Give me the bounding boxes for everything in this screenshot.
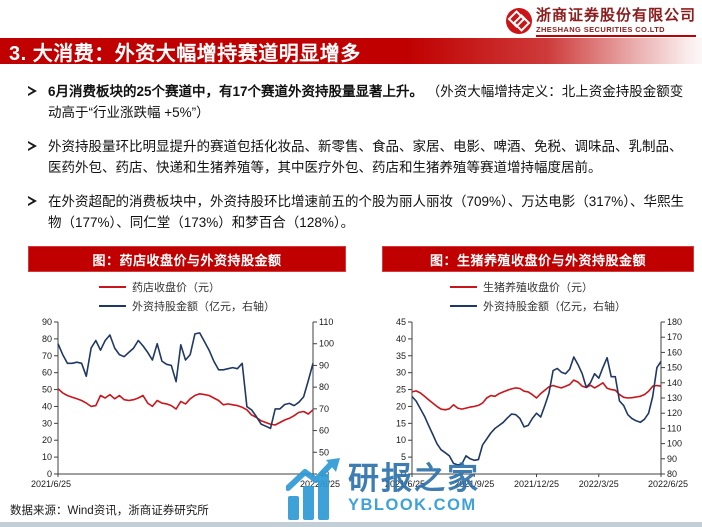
svg-text:70: 70: [319, 404, 329, 414]
legend-item: 外资持股金额（亿元，右轴）: [99, 298, 275, 314]
svg-text:2021/6/25: 2021/6/25: [385, 479, 425, 489]
watermark-site: YBLOOK.COM: [348, 496, 477, 514]
page-title-band: 3. 大消费：外资大幅增持赛道明显增多: [0, 38, 702, 65]
svg-text:10: 10: [42, 452, 52, 462]
legend-label: 外资持股金额（亿元，右轴）: [483, 301, 626, 313]
svg-text:2022/3/25: 2022/3/25: [579, 479, 619, 489]
charts-row: 图：药店收盘价与外资持股金额 药店收盘价（元） 外资持股金额（亿元，右轴） 0 10…: [28, 246, 694, 492]
legend-label: 外资持股金额（亿元，右轴）: [132, 301, 275, 313]
data-source-note: 数据来源：Wind资讯，浙商证券研究所: [10, 505, 209, 517]
svg-text:10: 10: [396, 435, 406, 445]
svg-text:15: 15: [396, 418, 406, 428]
svg-text:30: 30: [42, 418, 52, 428]
svg-text:120: 120: [667, 408, 682, 418]
chart-legend: 药店收盘价（元） 外资持股金额（亿元，右轴）: [99, 279, 275, 314]
svg-text:0: 0: [401, 469, 406, 479]
legend-item: 生猪养殖收盘价（元）: [450, 279, 626, 295]
legend-line-swatch: [99, 305, 126, 307]
svg-text:90: 90: [319, 360, 329, 370]
svg-text:35: 35: [396, 351, 406, 361]
svg-text:60: 60: [319, 426, 329, 436]
legend-item: 药店收盘价（元）: [99, 279, 275, 295]
bullet-text-normal: 在外资超配的消费板块中，外资持股环比增速前五的个股为丽人丽妆（709%）、万达电…: [48, 193, 685, 230]
arrow-bullet-icon: [28, 86, 48, 124]
bullet-list: 6月消费板块的25个赛道中，有17个赛道外资持股量显著上升。 （外资大幅增持定义…: [28, 82, 690, 247]
chart-legend: 生猪养殖收盘价（元） 外资持股金额（亿元，右轴）: [450, 279, 626, 314]
bullet-item: 外资持股量环比明显提升的赛道包括化妆品、新零售、食品、家居、电影、啤酒、免税、调…: [28, 137, 690, 179]
svg-text:100: 100: [667, 439, 682, 449]
svg-text:20: 20: [42, 435, 52, 445]
arrow-bullet-icon: [28, 195, 48, 234]
svg-text:2021/12/25: 2021/12/25: [514, 479, 559, 489]
watermark-name: 研报之家: [348, 461, 480, 496]
bullet-text-bold: 6月消费板块的25个赛道中，有17个赛道外资持股量显著上升。: [48, 84, 424, 99]
chart-canvas-pig-farming: 0 5 10 15 20 25 30 35 40 45 80 90 100 110 120 130 140 150…: [382, 316, 694, 492]
legend-item: 外资持股金额（亿元，右轴）: [450, 298, 626, 314]
page-title: 3. 大消费：外资大幅增持赛道明显增多: [9, 42, 361, 65]
svg-text:80: 80: [42, 334, 52, 344]
watermark-text-block: 研报之家 YBLOOK.COM: [348, 463, 480, 515]
svg-text:130: 130: [667, 393, 682, 403]
svg-text:110: 110: [667, 423, 681, 433]
chart-title-pig-farming: 图：生猪养殖收盘价与外资持股金额: [382, 246, 694, 272]
svg-text:50: 50: [42, 385, 52, 395]
watermark: 研报之家 YBLOOK.COM: [286, 458, 480, 520]
svg-text:80: 80: [667, 469, 677, 479]
company-name-cn: 浙商证券股份有限公司: [535, 7, 696, 24]
svg-text:0: 0: [47, 469, 52, 479]
svg-text:30: 30: [396, 368, 406, 378]
svg-text:170: 170: [667, 332, 682, 342]
chart-panel-pig-farming: 图：生猪养殖收盘价与外资持股金额 生猪养殖收盘价（元） 外资持股金额（亿元，右轴）…: [382, 246, 694, 492]
zheshang-logo-icon: [505, 8, 532, 34]
svg-text:45: 45: [396, 317, 406, 327]
bullet-item: 在外资超配的消费板块中，外资持股环比增速前五的个股为丽人丽妆（709%）、万达电…: [28, 192, 690, 234]
svg-text:25: 25: [396, 385, 406, 395]
bullet-text-normal: 外资持股量环比明显提升的赛道包括化妆品、新零售、食品、家居、电影、啤酒、免税、调…: [48, 138, 683, 175]
svg-text:2021/9/25: 2021/9/25: [454, 479, 494, 489]
svg-text:40: 40: [396, 334, 406, 344]
arrow-bullet-icon: [28, 140, 48, 179]
svg-text:150: 150: [667, 363, 682, 373]
svg-text:90: 90: [667, 454, 677, 464]
chart-title-pharmacy: 图：药店收盘价与外资持股金额: [28, 246, 346, 272]
svg-text:50: 50: [319, 447, 329, 457]
svg-text:40: 40: [42, 401, 52, 411]
company-name-block: 浙商证券股份有限公司 ZHESHANG SECURITIES CO.LTD: [535, 7, 696, 37]
legend-line-swatch: [450, 305, 477, 307]
svg-text:60: 60: [42, 368, 52, 378]
svg-text:140: 140: [667, 378, 682, 388]
svg-text:2022/6/25: 2022/6/25: [648, 479, 688, 489]
svg-text:5: 5: [401, 452, 406, 462]
watermark-chart-icon: [286, 458, 340, 520]
company-logo: 浙商证券股份有限公司 ZHESHANG SECURITIES CO.LTD: [505, 7, 696, 37]
svg-text:80: 80: [319, 382, 329, 392]
svg-text:100: 100: [319, 339, 334, 349]
svg-text:110: 110: [319, 317, 333, 327]
bottom-divider: [0, 522, 702, 527]
legend-label: 生猪养殖收盘价（元）: [483, 282, 593, 294]
legend-line-swatch: [99, 286, 126, 288]
svg-text:20: 20: [396, 401, 406, 411]
bullet-text-normal: （外资大幅增持定义：北上资金持股金额变动高于“行业涨跌幅 +5%”）: [48, 84, 684, 120]
bullet-text: 外资持股量环比明显提升的赛道包括化妆品、新零售、食品、家居、电影、啤酒、免税、调…: [48, 137, 690, 179]
legend-line-swatch: [450, 286, 477, 288]
company-name-en: ZHESHANG SECURITIES CO.LTD: [535, 25, 665, 34]
chart-panel-pharmacy: 图：药店收盘价与外资持股金额 药店收盘价（元） 外资持股金额（亿元，右轴） 0 10…: [28, 246, 346, 492]
svg-text:160: 160: [667, 347, 682, 357]
legend-label: 药店收盘价（元）: [132, 282, 220, 294]
bullet-text: 6月消费板块的25个赛道中，有17个赛道外资持股量显著上升。 （外资大幅增持定义…: [48, 82, 690, 124]
bullet-item: 6月消费板块的25个赛道中，有17个赛道外资持股量显著上升。 （外资大幅增持定义…: [28, 82, 690, 124]
bullet-text: 在外资超配的消费板块中，外资持股环比增速前五的个股为丽人丽妆（709%）、万达电…: [48, 192, 690, 234]
svg-text:90: 90: [42, 317, 52, 327]
svg-text:180: 180: [667, 317, 682, 327]
svg-text:2021/6/25: 2021/6/25: [31, 479, 71, 489]
svg-text:70: 70: [42, 351, 52, 361]
line-chart: 0 5 10 15 20 25 30 35 40 45 80 90 100 110 120 130 140 150…: [385, 317, 688, 489]
